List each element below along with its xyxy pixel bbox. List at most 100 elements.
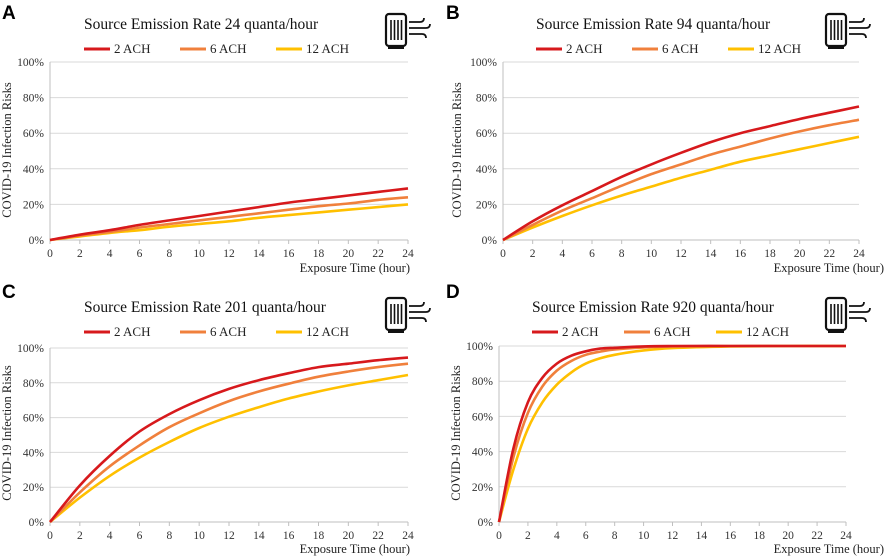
x-tick-label: 4: [107, 530, 113, 542]
x-tick-label: 6: [137, 248, 143, 260]
legend-label: 2 ACH: [562, 324, 598, 339]
x-tick-label: 6: [137, 530, 143, 542]
x-tick-label: 18: [313, 530, 325, 542]
legend-label: 12 ACH: [758, 41, 801, 56]
x-tick-label: 20: [343, 248, 355, 260]
y-axis-label: COVID-19 Infection Risks: [449, 365, 463, 501]
y-tick-label: 40%: [476, 164, 498, 176]
panel-letter: C: [2, 282, 16, 303]
legend: 2 ACH 6 ACH 12 ACH: [84, 324, 349, 339]
legend: 2 ACH 6 ACH 12 ACH: [84, 41, 349, 56]
x-tick-label: 24: [402, 530, 414, 542]
x-tick-label: 8: [612, 530, 618, 542]
y-tick-label: 100%: [17, 57, 44, 69]
x-tick-label: 16: [735, 248, 747, 260]
x-tick-label: 22: [372, 530, 384, 542]
y-tick-label: 60%: [476, 128, 498, 140]
x-tick-label: 2: [525, 530, 531, 542]
y-tick-label: 0%: [29, 235, 45, 247]
y-tick-label: 100%: [466, 341, 493, 353]
x-tick-label: 12: [223, 248, 235, 260]
legend-label: 12 ACH: [746, 324, 789, 339]
legend-label: 12 ACH: [306, 41, 349, 56]
y-tick-label: 20%: [23, 199, 45, 211]
legend-label: 2 ACH: [566, 41, 602, 56]
x-tick-label: 12: [223, 530, 235, 542]
legend-label: 2 ACH: [114, 324, 150, 339]
chart-title: Source Emission Rate 94 quanta/hour: [536, 16, 771, 33]
x-axis-label: Exposure Time (hour): [300, 542, 410, 556]
y-tick-label: 0%: [29, 517, 45, 529]
x-tick-label: 14: [705, 248, 717, 260]
x-tick-label: 20: [782, 530, 794, 542]
y-tick-label: 100%: [17, 343, 44, 355]
x-tick-label: 18: [754, 530, 766, 542]
x-tick-label: 8: [619, 248, 625, 260]
series-line-2-ach: [49, 187, 409, 242]
legend: 2 ACH 6 ACH 12 ACH: [532, 324, 789, 339]
x-tick-label: 20: [343, 530, 355, 542]
legend-label: 12 ACH: [306, 324, 349, 339]
y-tick-label: 80%: [23, 378, 45, 390]
x-tick-label: 6: [589, 248, 595, 260]
y-tick-label: 0%: [478, 517, 494, 529]
x-axis-label: Exposure Time (hour): [300, 261, 410, 275]
y-tick-label: 0%: [482, 235, 498, 247]
legend: 2 ACH 6 ACH 12 ACH: [536, 41, 801, 56]
x-tick-label: 10: [646, 248, 658, 260]
x-tick-label: 4: [107, 248, 113, 260]
y-tick-label: 80%: [23, 93, 45, 105]
x-tick-label: 22: [372, 248, 384, 260]
y-axis-label: COVID-19 Infection Risks: [0, 82, 14, 218]
x-tick-label: 8: [166, 530, 172, 542]
x-tick-label: 2: [77, 248, 83, 260]
x-tick-label: 0: [47, 530, 53, 542]
x-tick-label: 12: [675, 248, 687, 260]
x-tick-label: 20: [794, 248, 806, 260]
x-tick-label: 14: [253, 530, 265, 542]
chart-title: Source Emission Rate 920 quanta/hour: [532, 299, 775, 316]
y-tick-label: 60%: [472, 411, 494, 423]
x-tick-label: 10: [638, 530, 650, 542]
series-line-6-ach: [49, 196, 409, 242]
x-tick-label: 6: [583, 530, 589, 542]
y-axis-label: COVID-19 Infection Risks: [0, 365, 14, 501]
x-tick-label: 0: [496, 530, 502, 542]
y-tick-label: 20%: [476, 199, 498, 211]
panel-letter: D: [446, 282, 460, 303]
series-line-2-ach: [48, 356, 409, 523]
series-line-12-ach: [49, 203, 409, 242]
plot-area: 0%20%40%60%80%100%0 2 4 6 8 10 12 14 16 18 20 22 24: [17, 343, 414, 542]
y-tick-label: 80%: [472, 376, 494, 388]
series-line-2-ach: [497, 344, 846, 523]
x-tick-label: 14: [696, 530, 708, 542]
x-tick-label: 10: [193, 530, 205, 542]
x-tick-label: 8: [166, 248, 172, 260]
panel-a: A Source Emission Rate 24 quanta/hour 2 …: [0, 3, 431, 275]
x-tick-label: 18: [313, 248, 325, 260]
series-line-6-ach: [502, 118, 860, 242]
y-tick-label: 40%: [23, 447, 45, 459]
legend-label: 6 ACH: [210, 324, 246, 339]
series-line-6-ach: [49, 362, 409, 523]
x-tick-label: 0: [500, 248, 506, 260]
air-purifier-icon: [824, 296, 871, 333]
chart-title: Source Emission Rate 201 quanta/hour: [84, 299, 327, 316]
series-line-12-ach: [502, 135, 860, 242]
x-tick-label: 4: [559, 248, 565, 260]
legend-label: 6 ACH: [210, 41, 246, 56]
x-tick-label: 22: [811, 530, 823, 542]
x-tick-label: 4: [554, 530, 560, 542]
x-tick-label: 2: [530, 248, 536, 260]
legend-label: 6 ACH: [662, 41, 698, 56]
y-tick-label: 100%: [470, 57, 497, 69]
panel-c: C Source Emission Rate 201 quanta/hour 2…: [0, 282, 431, 556]
y-axis-label: COVID-19 Infection Risks: [450, 82, 464, 218]
x-axis-label: Exposure Time (hour): [774, 261, 884, 275]
chart-title: Source Emission Rate 24 quanta/hour: [84, 16, 319, 33]
y-tick-label: 20%: [472, 482, 494, 494]
x-tick-label: 10: [193, 248, 205, 260]
x-tick-label: 12: [667, 530, 679, 542]
panel-d: D Source Emission Rate 920 quanta/hour 2…: [446, 282, 884, 556]
